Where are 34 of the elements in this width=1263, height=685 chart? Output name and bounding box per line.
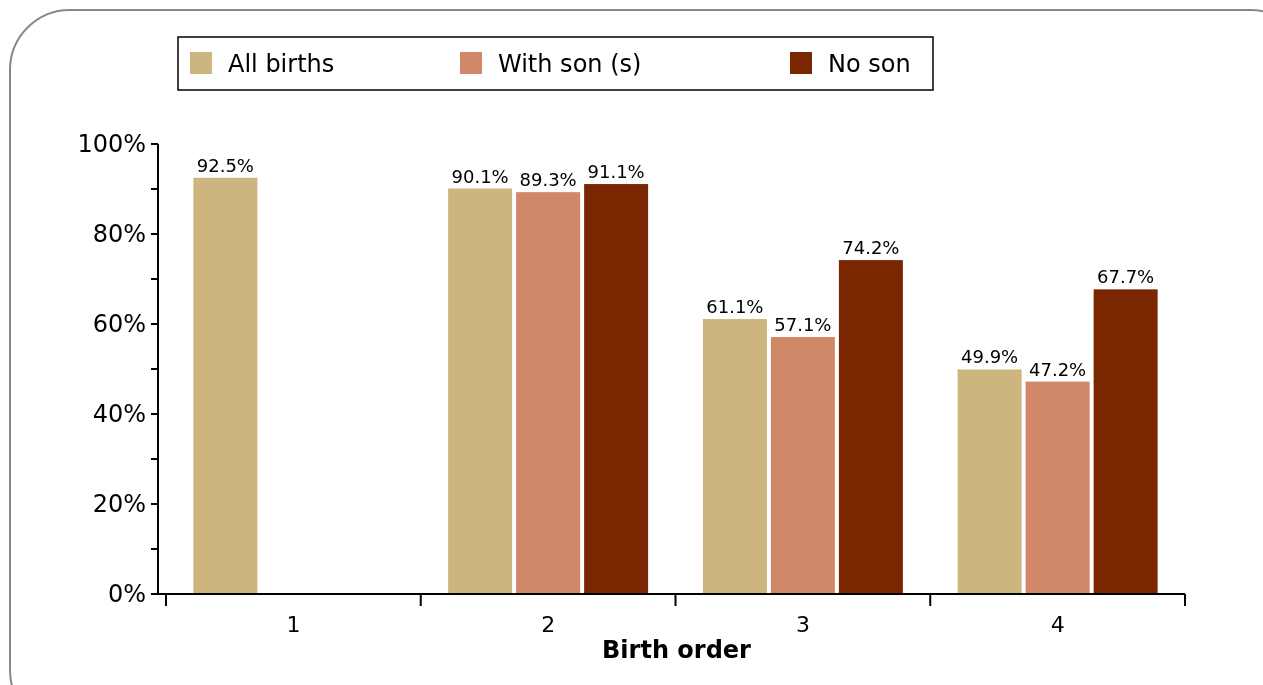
legend-label: All births <box>228 50 335 79</box>
x-tick-label: 3 <box>795 612 810 637</box>
y-tick-label: 80% <box>92 220 146 249</box>
y-tick-label: 20% <box>92 490 146 519</box>
data-label: 67.7% <box>1097 266 1155 288</box>
data-label: 61.1% <box>706 296 764 318</box>
bar <box>770 337 835 594</box>
y-tick-label: 60% <box>92 310 146 339</box>
data-label: 91.1% <box>587 161 645 183</box>
x-tick-label: 1 <box>286 612 301 637</box>
x-axis-title: Birth order <box>602 636 752 664</box>
x-tick-label: 4 <box>1050 612 1065 637</box>
bar <box>516 192 581 594</box>
data-label: 74.2% <box>842 237 900 259</box>
bar <box>193 177 258 594</box>
legend-label: With son (s) <box>498 50 642 79</box>
data-label: 47.2% <box>1029 358 1087 380</box>
data-label: 92.5% <box>196 154 254 176</box>
data-label: 57.1% <box>774 314 832 336</box>
bar <box>702 319 767 594</box>
bar <box>838 260 903 594</box>
legend-label: No son <box>828 50 911 79</box>
data-label: 49.9% <box>961 346 1019 368</box>
bar <box>584 184 649 594</box>
x-tick-label: 2 <box>541 612 556 637</box>
y-tick-label: 0% <box>107 580 146 609</box>
data-label: 90.1% <box>451 165 509 187</box>
data-label: 89.3% <box>519 169 577 191</box>
bar <box>1093 289 1158 594</box>
bar <box>1025 381 1090 594</box>
bar <box>957 369 1022 594</box>
bar <box>448 188 513 594</box>
y-tick-label: 40% <box>92 400 146 429</box>
y-tick-label: 100% <box>77 130 146 159</box>
